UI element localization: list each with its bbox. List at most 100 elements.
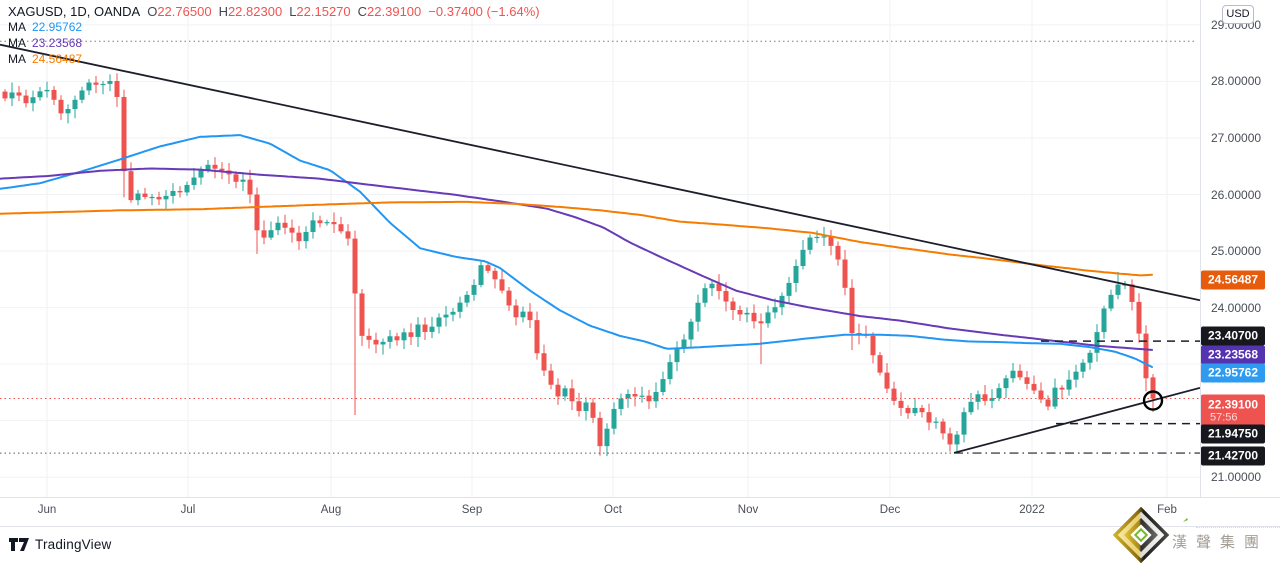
candle-body[interactable] (485, 265, 491, 271)
candle-body[interactable] (548, 370, 554, 385)
candle-body[interactable] (786, 282, 792, 296)
candle-body[interactable] (170, 190, 176, 196)
candle-body[interactable] (163, 195, 169, 200)
candle-body[interactable] (205, 164, 211, 171)
symbol-title[interactable]: XAGUSD, 1D, OANDA (8, 4, 141, 19)
candle-body[interactable] (303, 231, 309, 242)
candle-body[interactable] (744, 312, 750, 315)
candle-body[interactable] (940, 421, 946, 434)
candle-body[interactable] (1031, 383, 1037, 391)
candle-body[interactable] (968, 401, 974, 413)
candle-body[interactable] (975, 394, 981, 402)
candle-body[interactable] (534, 320, 540, 354)
time-axis[interactable]: Jun Jul Aug Sep Oct Nov Dec 2022 Feb (0, 497, 1280, 527)
ascending-support-trendline[interactable] (953, 387, 1200, 454)
candle-body[interactable] (695, 302, 701, 322)
candle-body[interactable] (254, 194, 260, 231)
currency-toggle-button[interactable]: USD (1222, 5, 1254, 24)
candle-body[interactable] (1150, 377, 1156, 399)
candle-body[interactable] (219, 168, 225, 171)
candle-body[interactable] (996, 388, 1002, 399)
candle-body[interactable] (891, 388, 897, 401)
ma-fast-line[interactable] (0, 134, 1153, 368)
candle-body[interactable] (842, 259, 848, 288)
candle-body[interactable] (51, 89, 57, 100)
candle-body[interactable] (765, 312, 771, 324)
candle-body[interactable] (681, 339, 687, 349)
candle-body[interactable] (478, 265, 484, 285)
candle-body[interactable] (653, 391, 659, 402)
candle-body[interactable] (401, 332, 407, 341)
ma-legend-row-1[interactable]: MA 23.23568 (8, 36, 83, 50)
candle-body[interactable] (177, 190, 183, 193)
candle-body[interactable] (723, 291, 729, 302)
candle-body[interactable] (625, 394, 631, 399)
candle-body[interactable] (184, 184, 190, 193)
candle-body[interactable] (1024, 377, 1030, 384)
ma-mid-line[interactable] (0, 167, 1153, 351)
candle-body[interactable] (268, 230, 274, 238)
candle-body[interactable] (107, 81, 113, 84)
candle-body[interactable] (954, 434, 960, 445)
candle-body[interactable] (9, 92, 15, 99)
candle-body[interactable] (604, 428, 610, 447)
candle-body[interactable] (639, 395, 645, 397)
candle-body[interactable] (366, 335, 372, 340)
candle-body[interactable] (807, 237, 813, 250)
candle-body[interactable] (800, 249, 806, 266)
candle-body[interactable] (310, 220, 316, 232)
candle-body[interactable] (849, 287, 855, 334)
candle-body[interactable] (1010, 370, 1016, 379)
candle-body[interactable] (373, 339, 379, 345)
candle-body[interactable] (429, 326, 435, 332)
candle-body[interactable] (590, 402, 596, 418)
candle-body[interactable] (1129, 284, 1135, 302)
candle-body[interactable] (415, 324, 421, 337)
candle-body[interactable] (289, 227, 295, 233)
candle-body[interactable] (1108, 294, 1114, 309)
candle-body[interactable] (198, 170, 204, 178)
candle-body[interactable] (324, 222, 330, 224)
candle-body[interactable] (387, 336, 393, 342)
candle-body[interactable] (1087, 352, 1093, 363)
candle-body[interactable] (142, 193, 148, 197)
candle-body[interactable] (947, 433, 953, 445)
candle-body[interactable] (37, 91, 43, 98)
candle-body[interactable] (884, 372, 890, 389)
candle-body[interactable] (730, 301, 736, 311)
candle-body[interactable] (982, 394, 988, 401)
candle-body[interactable] (380, 341, 386, 345)
candle-body[interactable] (1080, 362, 1086, 372)
candle-body[interactable] (58, 99, 64, 114)
candle-body[interactable] (100, 83, 106, 86)
candle-body[interactable] (1059, 387, 1065, 390)
candle-body[interactable] (912, 407, 918, 414)
candle-body[interactable] (261, 230, 267, 238)
last-bar-circle-marker[interactable] (1142, 390, 1164, 411)
candle-body[interactable] (16, 92, 22, 96)
candle-body[interactable] (86, 82, 92, 91)
candle-body[interactable] (989, 398, 995, 401)
candle-body[interactable] (1017, 370, 1023, 378)
candle-body[interactable] (499, 279, 505, 291)
candle-body[interactable] (1038, 390, 1044, 400)
candle-body[interactable] (72, 99, 78, 109)
candle-body[interactable] (1136, 301, 1142, 334)
candle-body[interactable] (338, 224, 344, 232)
price-axis[interactable]: USD 29.00000 28.00000 27.00000 26.00000 25.0… (1200, 0, 1280, 525)
candle-body[interactable] (135, 193, 141, 201)
candle-body[interactable] (835, 245, 841, 260)
candle-body[interactable] (394, 336, 400, 341)
candle-body[interactable] (156, 196, 162, 200)
candle-body[interactable] (709, 283, 715, 289)
candle-body[interactable] (674, 348, 680, 363)
candle-body[interactable] (583, 402, 589, 411)
candle-body[interactable] (450, 311, 456, 315)
tradingview-logo[interactable]: TradingView (8, 537, 112, 552)
candle-body[interactable] (506, 290, 512, 306)
candle-body[interactable] (919, 407, 925, 413)
candle-body[interactable] (688, 321, 694, 340)
candle-body[interactable] (1052, 387, 1058, 407)
candle-body[interactable] (422, 324, 428, 332)
ma-legend-row-2[interactable]: MA 24.56487 (8, 52, 83, 66)
